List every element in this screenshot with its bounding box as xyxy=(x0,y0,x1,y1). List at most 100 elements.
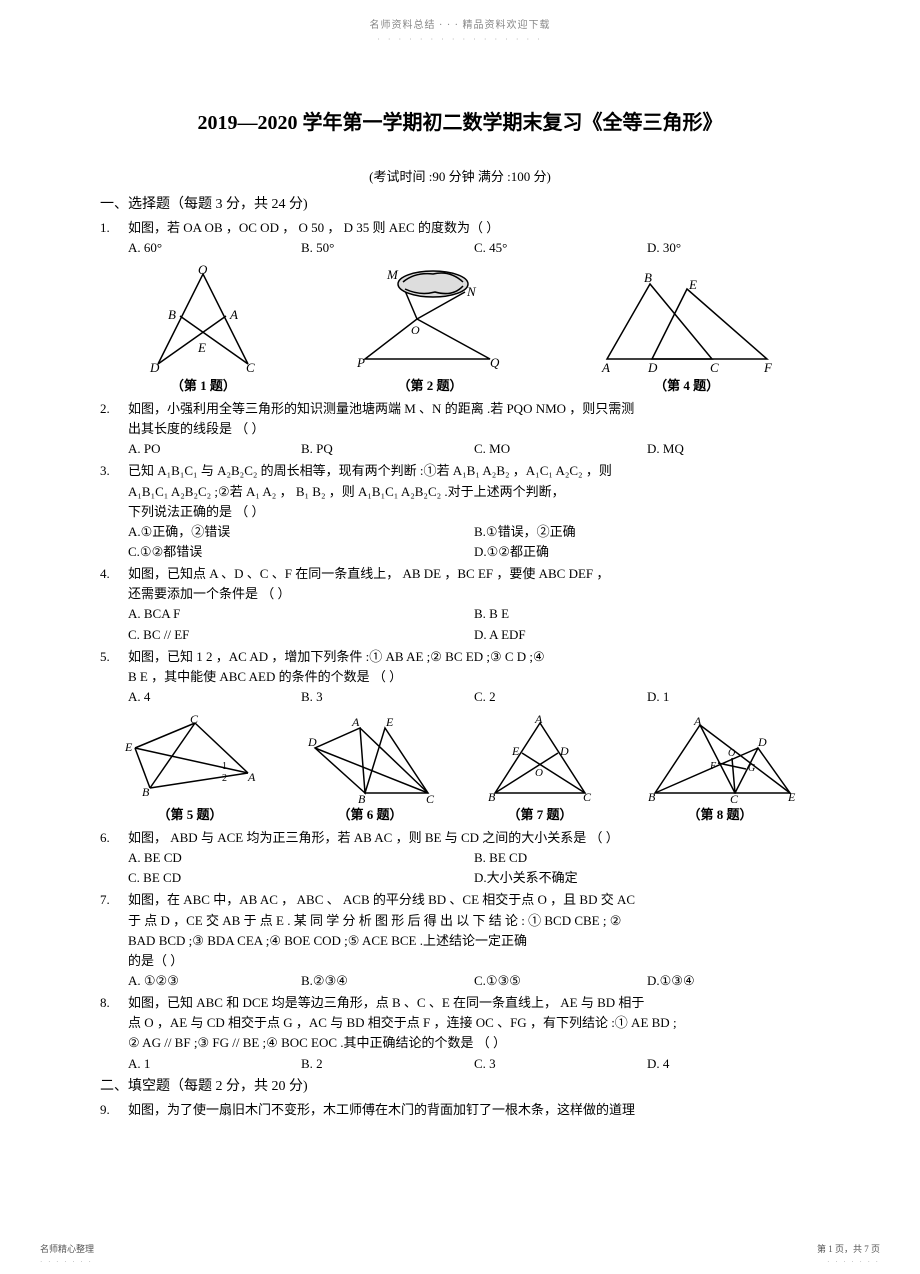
fig5-svg: C E B A 1 2 xyxy=(120,713,260,803)
q6-text: 如图， ABD 与 ACE 均为正三角形，若 AB AC ，则 BE 与 CD … xyxy=(128,828,820,848)
q2-opt-d: D. MQ xyxy=(647,439,820,459)
q4-opt-a: A. BCA F xyxy=(128,604,474,624)
fig4-label: （第 4 题） xyxy=(654,376,719,397)
main-content: 2019—2020 学年第一学期初二数学期末复习《全等三角形》 (考试时间 :9… xyxy=(0,47,920,1120)
q7-opt-a: A. ①②③ xyxy=(128,971,301,991)
svg-text:F: F xyxy=(763,360,773,374)
header-dots: · · · · · · · · · · · · · · · · xyxy=(0,34,920,47)
question-5: 5. 如图，已知 1 2 ，AC AD ，增加下列条件 :① AB AE ;② … xyxy=(100,647,820,707)
q8-opt-c: C. 3 xyxy=(474,1054,647,1074)
q2-opt-b: B. PQ xyxy=(301,439,474,459)
fig4-svg: B E A D C F xyxy=(592,264,782,374)
question-3: 3. 已知 A₁B₁C₁ 与 A₂B₂C₂ 的周长相等，现有两个判断 :①若 A… xyxy=(100,461,820,562)
q2-opt-c: C. MO xyxy=(474,439,647,459)
svg-text:O: O xyxy=(535,767,543,779)
figure-4: B E A D C F （第 4 题） xyxy=(592,264,782,397)
section-1-header: 一、选择题（每题 3 分，共 24 分) xyxy=(100,194,820,216)
svg-text:C: C xyxy=(730,792,739,803)
fig6-svg: D A E B C xyxy=(300,713,440,803)
document-title: 2019—2020 学年第一学期初二数学期末复习《全等三角形》 xyxy=(100,107,820,139)
q8-opt-d: D. 4 xyxy=(647,1054,820,1074)
fig7-label: （第 7 题） xyxy=(507,805,572,826)
q1-opt-b: B. 50° xyxy=(301,238,474,258)
fig2-label: （第 2 题） xyxy=(397,376,462,397)
svg-text:M: M xyxy=(386,267,399,282)
q8-opt-b: B. 2 xyxy=(301,1054,474,1074)
q6-opt-d: D.大小关系不确定 xyxy=(474,868,820,888)
figure-row-2: C E B A 1 2 （第 5 题） D A E B xyxy=(100,713,820,826)
svg-text:Q: Q xyxy=(490,355,500,370)
q5-text2: B E ，其中能使 ABC AED 的条件的个数是 （ ） xyxy=(128,667,820,687)
q8-num: 8. xyxy=(100,993,128,1074)
question-9: 9. 如图，为了使一扇旧木门不变形，木工师傅在木门的背面加钉了一根木条，这样做的… xyxy=(100,1100,820,1120)
svg-text:2: 2 xyxy=(222,773,227,784)
svg-text:B: B xyxy=(142,785,150,799)
q7-text4: 的是（ ） xyxy=(128,951,820,971)
q5-opt-a: A. 4 xyxy=(128,687,301,707)
exam-info: (考试时间 :90 分钟 满分 :100 分) xyxy=(100,167,820,188)
q6-opt-b: B. BE CD xyxy=(474,848,820,868)
q3-text2: A₁B₁C₁ A₂B₂C₂ ;②若 A₁ A₂ ， B₁ B₂ ，则 A₁B₁C… xyxy=(128,482,820,502)
svg-text:B: B xyxy=(488,790,496,803)
q3-opt-b: B.①错误，②正确 xyxy=(474,522,820,542)
q7-opt-d: D.①③④ xyxy=(647,971,820,991)
svg-text:D: D xyxy=(647,360,658,374)
svg-text:B: B xyxy=(644,270,652,285)
figure-2: M N O P Q （第 2 题） xyxy=(345,264,515,397)
svg-text:D: D xyxy=(149,360,160,374)
question-1: 1. 如图，若 OA OB ，OC OD ， O 50 ， D 35 则 AEC… xyxy=(100,218,820,258)
svg-text:G: G xyxy=(748,763,755,774)
q9-num: 9. xyxy=(100,1100,128,1120)
question-2: 2. 如图，小强利用全等三角形的知识测量池塘两端 M 、N 的距离 .若 PQO… xyxy=(100,399,820,459)
q7-text: 如图，在 ABC 中，AB AC ， ABC 、 ACB 的平分线 BD 、CE… xyxy=(128,890,820,910)
svg-text:A: A xyxy=(693,714,702,728)
q8-opt-a: A. 1 xyxy=(128,1054,301,1074)
q3-opt-d: D.①②都正确 xyxy=(474,542,820,562)
fig1-svg: O B A E D C xyxy=(138,264,268,374)
q3-text3: 下列说法正确的是 （ ） xyxy=(128,502,820,522)
svg-text:A: A xyxy=(534,713,543,726)
svg-text:D: D xyxy=(559,744,569,758)
svg-text:E: E xyxy=(385,715,394,729)
q4-opt-c: C. BC // EF xyxy=(128,625,474,645)
q4-num: 4. xyxy=(100,564,128,645)
svg-text:F: F xyxy=(709,761,717,772)
figure-row-1: O B A E D C （第 1 题） M N xyxy=(100,264,820,397)
q4-opt-b: B. B E xyxy=(474,604,820,624)
q7-opt-b: B.②③④ xyxy=(301,971,474,991)
q5-text: 如图，已知 1 2 ，AC AD ，增加下列条件 :① AB AE ;② BC … xyxy=(128,647,820,667)
section-2-header: 二、填空题（每题 2 分，共 20 分) xyxy=(100,1076,820,1098)
q2-text2: 出其长度的线段是 （ ） xyxy=(128,419,820,439)
svg-text:B: B xyxy=(648,790,656,803)
svg-text:A: A xyxy=(601,360,610,374)
figure-6: D A E B C （第 6 题） xyxy=(300,713,440,826)
q6-num: 6. xyxy=(100,828,128,888)
q2-opt-a: A. PO xyxy=(128,439,301,459)
q7-text3: BAD BCD ;③ BDA CEA ;④ BOE COD ;⑤ ACE BCE… xyxy=(128,931,820,951)
fig2-svg: M N O P Q xyxy=(345,264,515,374)
q9-text: 如图，为了使一扇旧木门不变形，木工师傅在木门的背面加钉了一根木条，这样做的道理 xyxy=(128,1100,820,1120)
figure-5: C E B A 1 2 （第 5 题） xyxy=(120,713,260,826)
svg-text:B: B xyxy=(358,792,366,803)
question-7: 7. 如图，在 ABC 中，AB AC ， ABC 、 ACB 的平分线 BD … xyxy=(100,890,820,991)
q2-text: 如图，小强利用全等三角形的知识测量池塘两端 M 、N 的距离 .若 PQO NM… xyxy=(128,399,820,419)
q7-opt-c: C.①③⑤ xyxy=(474,971,647,991)
q5-num: 5. xyxy=(100,647,128,707)
q2-num: 2. xyxy=(100,399,128,459)
footer-dots-left: · · · · · · · xyxy=(40,1257,93,1268)
figure-8: A O D F G B C E （第 8 题） xyxy=(640,713,800,826)
q7-num: 7. xyxy=(100,890,128,991)
fig5-label: （第 5 题） xyxy=(157,805,222,826)
footer-right: 第 1 页，共 7 页 xyxy=(817,1242,880,1256)
q3-num: 3. xyxy=(100,461,128,562)
svg-text:O: O xyxy=(411,323,420,337)
svg-text:C: C xyxy=(710,360,719,374)
q8-text2: 点 O ，AE 与 CD 相交于点 G ，AC 与 BD 相交于点 F ，连接 … xyxy=(128,1013,820,1033)
q4-opt-d: D. A EDF xyxy=(474,625,820,645)
q5-opt-b: B. 3 xyxy=(301,687,474,707)
svg-text:1: 1 xyxy=(222,761,227,772)
svg-text:D: D xyxy=(307,735,317,749)
svg-text:B: B xyxy=(168,307,176,322)
fig6-label: （第 6 题） xyxy=(337,805,402,826)
svg-text:A: A xyxy=(247,770,256,784)
